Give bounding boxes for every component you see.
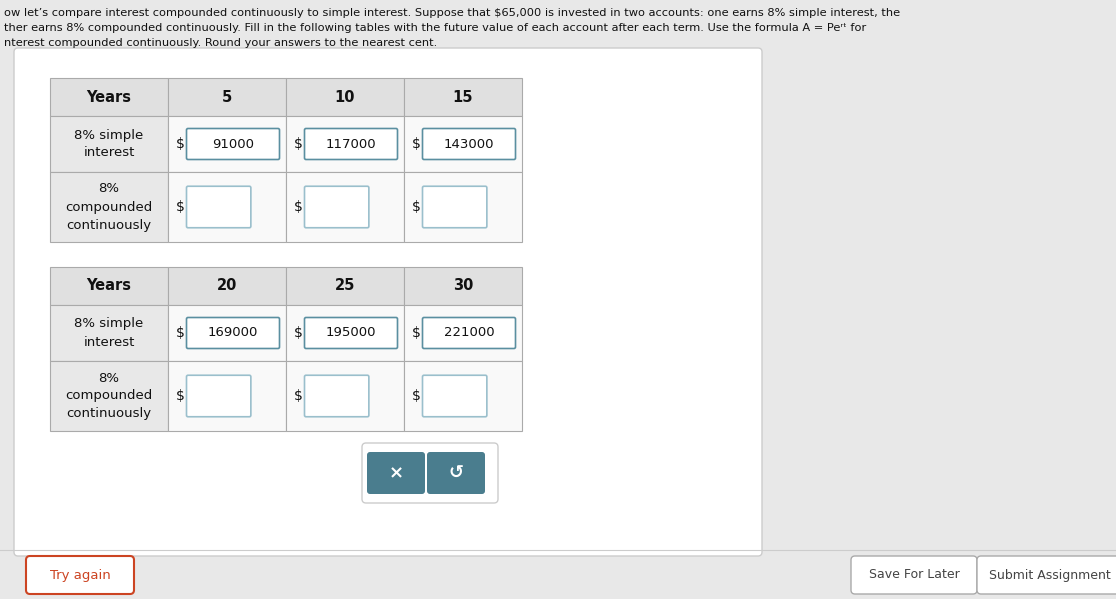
- Text: 91000: 91000: [212, 138, 254, 150]
- FancyBboxPatch shape: [852, 556, 976, 594]
- Text: 5: 5: [222, 89, 232, 104]
- Text: $: $: [412, 389, 421, 403]
- Bar: [50, 305, 169, 361]
- Bar: [286, 78, 404, 116]
- Bar: [404, 305, 522, 361]
- FancyBboxPatch shape: [423, 375, 487, 417]
- Text: 169000: 169000: [208, 326, 258, 340]
- FancyBboxPatch shape: [423, 317, 516, 349]
- Text: ther earns 8% compounded continuously. Fill in the following tables with the fut: ther earns 8% compounded continuously. F…: [4, 23, 866, 33]
- Text: $: $: [176, 200, 185, 214]
- FancyBboxPatch shape: [15, 48, 762, 556]
- Text: Save For Later: Save For Later: [868, 568, 960, 582]
- Bar: [50, 267, 169, 305]
- Text: ow let’s compare interest compounded continuously to simple interest. Suppose th: ow let’s compare interest compounded con…: [4, 8, 901, 18]
- FancyBboxPatch shape: [305, 129, 397, 159]
- FancyBboxPatch shape: [362, 443, 498, 503]
- Bar: [169, 361, 286, 431]
- Text: Try again: Try again: [49, 568, 110, 582]
- FancyBboxPatch shape: [186, 129, 279, 159]
- FancyBboxPatch shape: [186, 375, 251, 417]
- Text: Years: Years: [87, 279, 132, 294]
- FancyBboxPatch shape: [186, 317, 279, 349]
- FancyBboxPatch shape: [305, 317, 397, 349]
- Text: Years: Years: [87, 89, 132, 104]
- FancyBboxPatch shape: [976, 556, 1116, 594]
- Text: 221000: 221000: [444, 326, 494, 340]
- FancyBboxPatch shape: [186, 186, 251, 228]
- FancyBboxPatch shape: [427, 452, 485, 494]
- Bar: [50, 116, 169, 172]
- Text: $: $: [176, 137, 185, 151]
- Text: $: $: [294, 200, 302, 214]
- Bar: [286, 361, 404, 431]
- Bar: [286, 305, 404, 361]
- Bar: [50, 78, 169, 116]
- Bar: [50, 172, 169, 242]
- Bar: [286, 172, 404, 242]
- Bar: [169, 172, 286, 242]
- Text: 25: 25: [335, 279, 355, 294]
- Text: 143000: 143000: [444, 138, 494, 150]
- Text: $: $: [294, 389, 302, 403]
- Bar: [50, 361, 169, 431]
- Text: 15: 15: [453, 89, 473, 104]
- Bar: [286, 116, 404, 172]
- Bar: [169, 78, 286, 116]
- Bar: [286, 267, 404, 305]
- Bar: [404, 78, 522, 116]
- Bar: [404, 172, 522, 242]
- Text: 8% simple
interest: 8% simple interest: [75, 317, 144, 349]
- FancyBboxPatch shape: [305, 375, 369, 417]
- Text: nterest compounded continuously. Round your answers to the nearest cent.: nterest compounded continuously. Round y…: [4, 38, 437, 48]
- Bar: [169, 267, 286, 305]
- Bar: [404, 267, 522, 305]
- FancyBboxPatch shape: [423, 186, 487, 228]
- FancyBboxPatch shape: [423, 129, 516, 159]
- Text: 10: 10: [335, 89, 355, 104]
- Text: 8%
compounded
continuously: 8% compounded continuously: [66, 371, 153, 420]
- Text: 8%
compounded
continuously: 8% compounded continuously: [66, 183, 153, 231]
- Text: 30: 30: [453, 279, 473, 294]
- Text: $: $: [412, 137, 421, 151]
- Text: 195000: 195000: [326, 326, 376, 340]
- Text: ↺: ↺: [449, 464, 463, 482]
- Text: 20: 20: [217, 279, 238, 294]
- Text: $: $: [294, 326, 302, 340]
- Text: $: $: [176, 326, 185, 340]
- FancyBboxPatch shape: [26, 556, 134, 594]
- Text: $: $: [412, 326, 421, 340]
- Bar: [404, 361, 522, 431]
- Text: $: $: [412, 200, 421, 214]
- FancyBboxPatch shape: [305, 186, 369, 228]
- Bar: [169, 305, 286, 361]
- Bar: [404, 116, 522, 172]
- Text: ×: ×: [388, 464, 404, 482]
- Text: Submit Assignment: Submit Assignment: [989, 568, 1110, 582]
- Text: 117000: 117000: [326, 138, 376, 150]
- Bar: [169, 116, 286, 172]
- Text: 8% simple
interest: 8% simple interest: [75, 129, 144, 159]
- Text: $: $: [176, 389, 185, 403]
- Text: $: $: [294, 137, 302, 151]
- FancyBboxPatch shape: [367, 452, 425, 494]
